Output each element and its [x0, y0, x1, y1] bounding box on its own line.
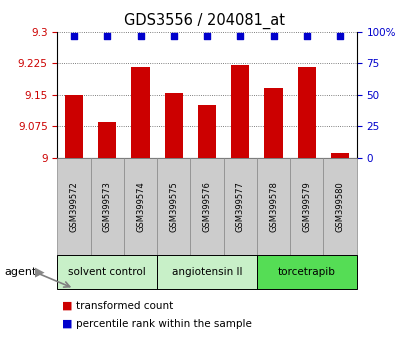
Point [203, 33, 210, 39]
Bar [256, 255, 356, 289]
Bar [57, 255, 157, 289]
Point [236, 33, 243, 39]
Bar [223, 158, 256, 255]
Bar [164, 93, 182, 158]
Bar [190, 158, 223, 255]
Point [170, 33, 177, 39]
Text: GSM399578: GSM399578 [268, 181, 277, 232]
Text: GSM399572: GSM399572 [70, 181, 79, 232]
Point [104, 33, 110, 39]
Bar [65, 95, 83, 158]
Point [270, 33, 276, 39]
Text: GSM399576: GSM399576 [202, 181, 211, 232]
Text: percentile rank within the sample: percentile rank within the sample [76, 319, 251, 329]
Text: GSM399575: GSM399575 [169, 181, 178, 232]
Point [303, 33, 309, 39]
Bar [90, 158, 124, 255]
Text: solvent control: solvent control [68, 267, 146, 277]
Bar [290, 158, 323, 255]
Text: agent: agent [4, 267, 36, 277]
Bar [131, 68, 149, 158]
Bar [256, 158, 290, 255]
Text: ■: ■ [61, 319, 72, 329]
Point [336, 33, 342, 39]
Bar [231, 65, 249, 158]
Bar [264, 88, 282, 158]
Text: GSM399580: GSM399580 [335, 181, 344, 232]
Text: GSM399579: GSM399579 [301, 181, 310, 232]
Text: ■: ■ [61, 301, 72, 311]
Text: GSM399573: GSM399573 [103, 181, 112, 232]
Bar [297, 68, 315, 158]
Text: transformed count: transformed count [76, 301, 173, 311]
Bar [330, 153, 348, 158]
Text: angiotensin II: angiotensin II [171, 267, 242, 277]
Bar [198, 105, 216, 158]
Bar [157, 255, 256, 289]
Bar [157, 158, 190, 255]
Text: GDS3556 / 204081_at: GDS3556 / 204081_at [124, 12, 285, 29]
Text: GSM399574: GSM399574 [136, 181, 145, 232]
Point [71, 33, 77, 39]
Text: ▶: ▶ [35, 265, 45, 278]
Bar [57, 158, 90, 255]
Text: torcetrapib: torcetrapib [277, 267, 335, 277]
Point [137, 33, 144, 39]
Bar [98, 122, 116, 158]
Text: GSM399577: GSM399577 [235, 181, 244, 232]
Bar [124, 158, 157, 255]
Bar [323, 158, 356, 255]
